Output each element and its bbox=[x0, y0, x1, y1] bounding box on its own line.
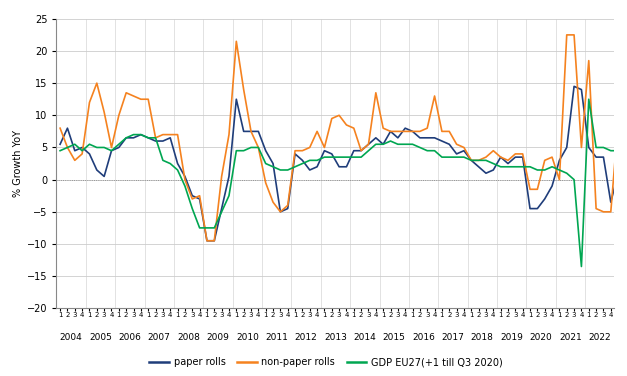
Text: 2019: 2019 bbox=[500, 333, 523, 342]
non-paper rolls bbox=[394, 129, 402, 133]
non-paper rolls bbox=[56, 126, 64, 130]
GDP EU27(+1 till Q3 2020) bbox=[56, 149, 64, 153]
Line: paper rolls: paper rolls bbox=[60, 86, 627, 241]
Text: 2020: 2020 bbox=[530, 333, 552, 342]
Text: 2018: 2018 bbox=[471, 333, 493, 342]
Text: 2005: 2005 bbox=[89, 333, 112, 342]
non-paper rolls bbox=[203, 238, 211, 243]
GDP EU27(+1 till Q3 2020) bbox=[577, 264, 585, 269]
non-paper rolls bbox=[482, 155, 490, 159]
Legend: paper rolls, non-paper rolls, GDP EU27(+1 till Q3 2020): paper rolls, non-paper rolls, GDP EU27(+… bbox=[145, 353, 507, 371]
GDP EU27(+1 till Q3 2020) bbox=[292, 165, 299, 169]
Text: 2015: 2015 bbox=[382, 333, 406, 342]
GDP EU27(+1 till Q3 2020) bbox=[284, 168, 292, 172]
paper rolls bbox=[394, 136, 402, 140]
Text: 2022: 2022 bbox=[589, 333, 611, 342]
Text: 2004: 2004 bbox=[60, 333, 83, 342]
Text: 2009: 2009 bbox=[206, 333, 229, 342]
Text: 2012: 2012 bbox=[295, 333, 317, 342]
Text: 2017: 2017 bbox=[441, 333, 465, 342]
non-paper rolls bbox=[196, 194, 203, 198]
paper rolls bbox=[482, 171, 490, 176]
paper rolls bbox=[203, 238, 211, 243]
GDP EU27(+1 till Q3 2020) bbox=[585, 97, 593, 102]
Text: 2010: 2010 bbox=[236, 333, 259, 342]
paper rolls bbox=[292, 152, 299, 156]
non-paper rolls bbox=[298, 149, 306, 153]
Text: 2008: 2008 bbox=[177, 333, 200, 342]
Text: 2016: 2016 bbox=[412, 333, 435, 342]
Y-axis label: % Growth YoY: % Growth YoY bbox=[13, 130, 23, 197]
paper rolls bbox=[571, 84, 578, 89]
paper rolls bbox=[56, 142, 64, 147]
Text: 2013: 2013 bbox=[324, 333, 347, 342]
non-paper rolls bbox=[563, 33, 571, 37]
GDP EU27(+1 till Q3 2020) bbox=[475, 158, 482, 162]
GDP EU27(+1 till Q3 2020) bbox=[211, 226, 218, 230]
Text: 2007: 2007 bbox=[148, 333, 171, 342]
non-paper rolls bbox=[292, 149, 299, 153]
paper rolls bbox=[196, 197, 203, 201]
Text: 2014: 2014 bbox=[354, 333, 376, 342]
paper rolls bbox=[298, 158, 306, 162]
Line: GDP EU27(+1 till Q3 2020): GDP EU27(+1 till Q3 2020) bbox=[60, 99, 627, 267]
Text: 2011: 2011 bbox=[265, 333, 288, 342]
Text: 2006: 2006 bbox=[119, 333, 141, 342]
paper rolls bbox=[218, 206, 225, 211]
Text: 2021: 2021 bbox=[559, 333, 582, 342]
Line: non-paper rolls: non-paper rolls bbox=[60, 35, 627, 241]
GDP EU27(+1 till Q3 2020) bbox=[387, 139, 394, 143]
non-paper rolls bbox=[218, 174, 225, 179]
GDP EU27(+1 till Q3 2020) bbox=[196, 226, 203, 230]
